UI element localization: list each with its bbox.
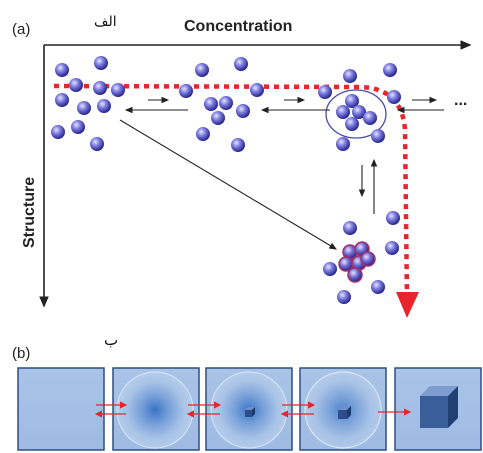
crystal-cube-icon	[420, 386, 458, 428]
stage-frame-small-nucleus	[205, 367, 293, 451]
panel-b-arabic-label: ب	[104, 331, 118, 349]
stage-frame-dense-liquid	[112, 367, 200, 451]
panel-b-label: (b)	[12, 345, 30, 362]
x-axis-label: Concentration	[184, 18, 292, 35]
panel-a-arabic-label: الف	[94, 14, 117, 30]
panel-a: (a) الف Concentration Structure	[12, 14, 472, 318]
panel-a-label: (a)	[12, 21, 30, 38]
equilibrium-arrows	[119, 96, 444, 250]
medium-cube-icon	[338, 406, 351, 419]
continuation-ellipsis: ...	[454, 92, 467, 109]
dimer-group	[179, 57, 264, 152]
nucleus-group	[323, 211, 400, 304]
cluster-ellipse	[325, 89, 387, 139]
y-axis-label: Structure	[21, 177, 38, 248]
panel-b: (b) ب	[12, 331, 482, 451]
monomer-group	[51, 56, 125, 151]
small-cube-icon	[245, 407, 255, 417]
stage-frame-crystal	[394, 367, 482, 451]
stage-frame-growing-nucleus	[299, 367, 387, 451]
stage-frame-solution	[17, 367, 105, 451]
pathway-arrowhead	[396, 292, 419, 318]
prenucleation-cluster-group	[318, 63, 401, 151]
transition-arrows	[94, 401, 412, 418]
